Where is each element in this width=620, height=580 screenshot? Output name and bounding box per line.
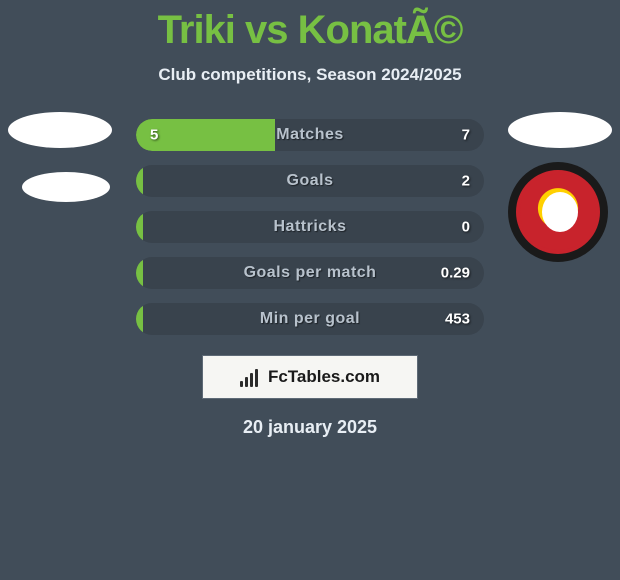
left-club-badge-1 [8, 112, 112, 148]
chart-icon [240, 367, 262, 387]
stat-row-matches: 5 Matches 7 [136, 119, 484, 151]
stat-label: Min per goal [260, 310, 360, 328]
stat-fill [136, 303, 143, 335]
date-label: 20 january 2025 [243, 417, 377, 438]
stat-right-value: 7 [462, 127, 470, 144]
stat-row-goals: Goals 2 [136, 165, 484, 197]
stat-fill [136, 165, 143, 197]
left-badges [8, 112, 112, 202]
stat-fill [136, 211, 143, 243]
stat-label: Hattricks [274, 218, 347, 236]
brand-text: FcTables.com [268, 367, 380, 387]
stat-label: Goals per match [244, 264, 377, 282]
stat-right-value: 0.29 [441, 265, 470, 282]
stat-right-value: 453 [445, 311, 470, 328]
stat-row-mpg: Min per goal 453 [136, 303, 484, 335]
stat-label: Matches [276, 126, 344, 144]
stat-label: Goals [287, 172, 334, 190]
stat-row-gpm: Goals per match 0.29 [136, 257, 484, 289]
left-club-badge-2 [22, 172, 110, 202]
right-club-badge-2 [508, 162, 608, 262]
stat-right-value: 0 [462, 219, 470, 236]
subtitle: Club competitions, Season 2024/2025 [158, 65, 461, 85]
brand-logo[interactable]: FcTables.com [202, 355, 418, 399]
right-club-badge-1 [508, 112, 612, 148]
stat-fill [136, 257, 143, 289]
right-badges [508, 112, 612, 262]
stat-left-value: 5 [150, 127, 158, 144]
stats-table: 5 Matches 7 Goals 2 Hattricks 0 Goals pe… [136, 119, 484, 335]
stat-right-value: 2 [462, 173, 470, 190]
page-title: Triki vs KonatÃ© [158, 8, 463, 53]
stat-row-hattricks: Hattricks 0 [136, 211, 484, 243]
